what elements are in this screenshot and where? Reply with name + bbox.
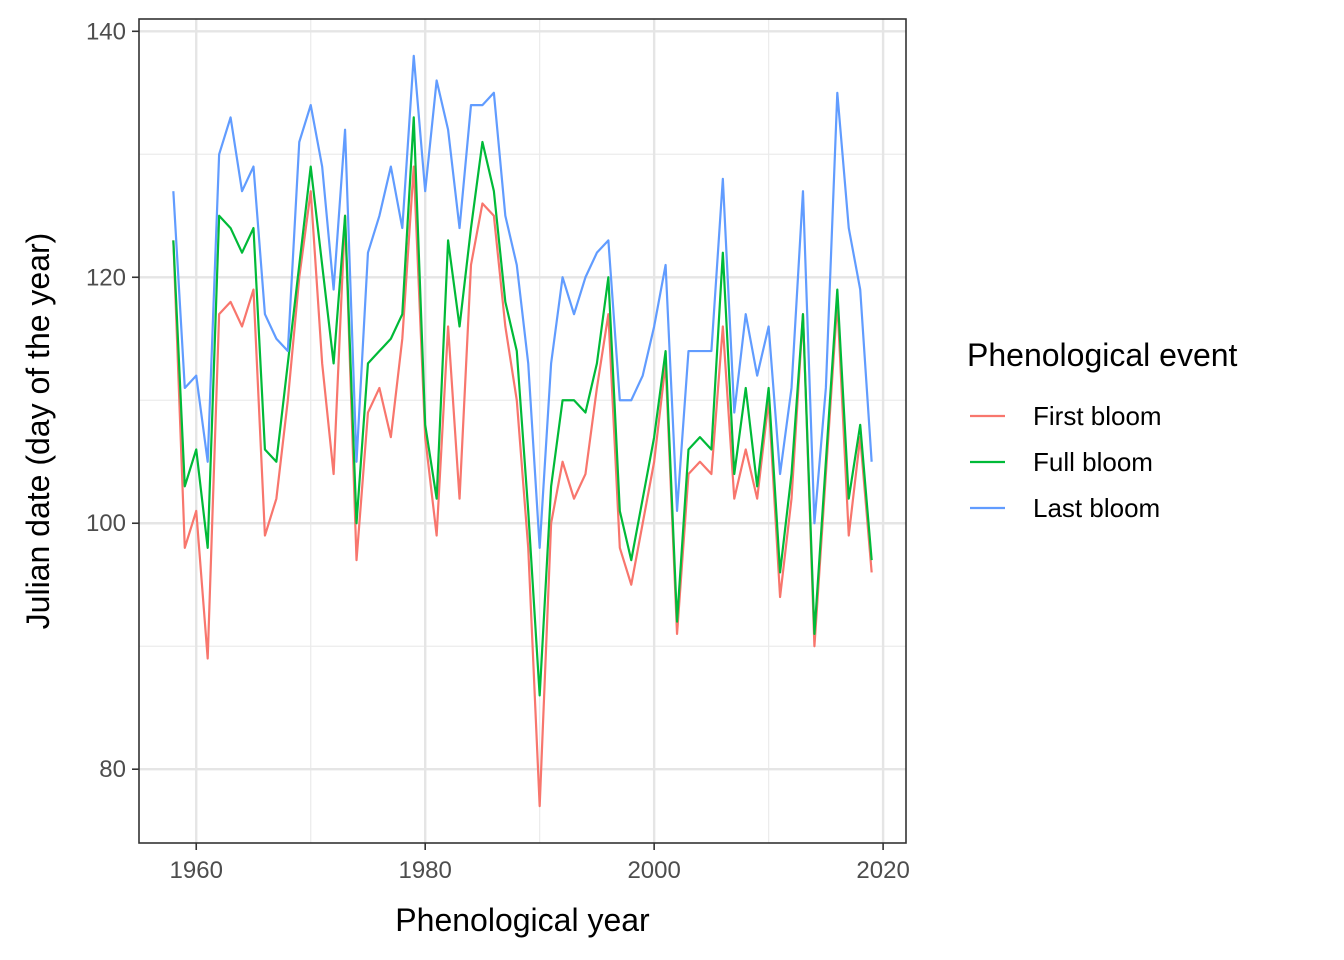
x-axis-title: Phenological year <box>395 902 650 938</box>
y-tick-label: 100 <box>86 510 126 537</box>
panel-border <box>138 18 907 844</box>
series-line-last-bloom <box>172 54 873 549</box>
x-tick-label: 1980 <box>398 857 451 884</box>
series-line-full-bloom <box>172 116 873 697</box>
y-tick-label: 140 <box>86 18 126 45</box>
legend-label-last-bloom: Last bloom <box>1033 493 1160 523</box>
x-tick-label: 2000 <box>627 857 680 884</box>
legend-title: Phenological event <box>967 337 1238 373</box>
series-line-first-bloom <box>172 165 873 808</box>
y-tick-label: 80 <box>99 756 126 783</box>
grid <box>139 19 906 843</box>
y-axis-title: Julian date (day of the year) <box>20 233 56 630</box>
y-tick-label: 120 <box>86 264 126 291</box>
legend-label-first-bloom: First bloom <box>1033 401 1162 431</box>
axes: 1960 1980 2000 2020 80 100 120 140 <box>86 18 910 884</box>
legend-label-full-bloom: Full bloom <box>1033 447 1153 477</box>
x-tick-label: 1960 <box>170 857 223 884</box>
x-tick-label: 2020 <box>856 857 909 884</box>
series-lines <box>172 54 873 808</box>
legend: Phenological event First bloom Full bloom… <box>967 337 1238 523</box>
legend-items: First bloom Full bloom Last bloom <box>970 401 1162 523</box>
